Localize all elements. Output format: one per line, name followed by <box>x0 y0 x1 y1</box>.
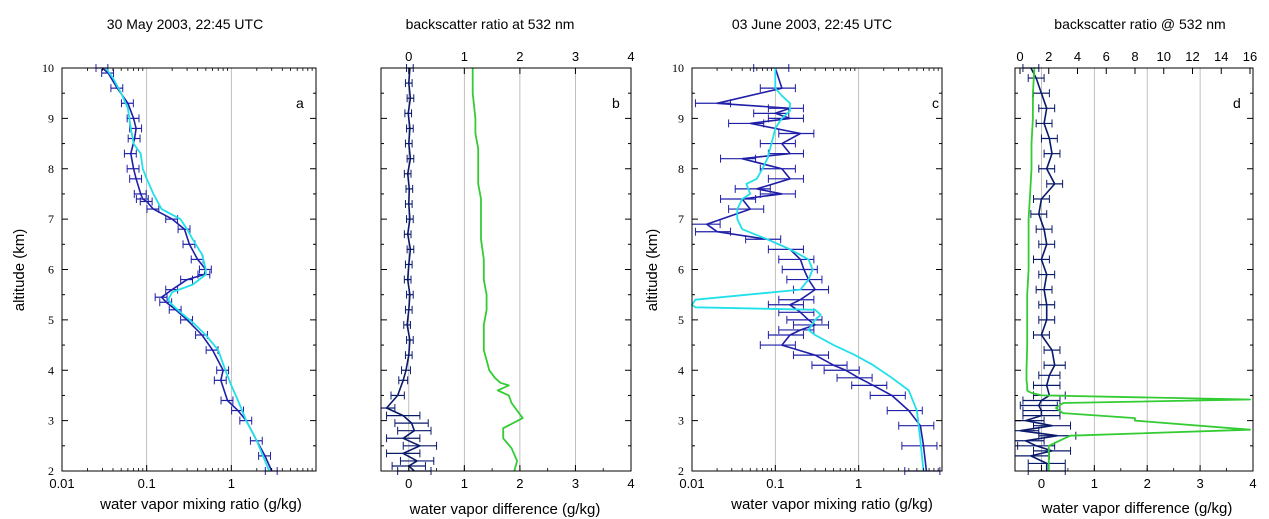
panel-b-frame <box>380 67 632 472</box>
series-line <box>705 67 928 472</box>
panel-c-xlabel: water vapor mixing ratio (g/kg) <box>730 496 933 513</box>
panel-d-letter: d <box>1233 95 1241 111</box>
panel-c-grid <box>774 68 860 471</box>
x-tick-label: 4 <box>1249 476 1256 491</box>
panel-d: backscatter ratio @ 532 nm 0 1 2 3 40 2 4 6 8 10 1… <box>1014 16 1257 517</box>
panel-a-frame <box>61 67 317 472</box>
panel-b-grid <box>408 68 576 471</box>
x-tick-label: 1 <box>461 476 468 491</box>
panel-c-ylabel: altitude (km) <box>644 229 661 312</box>
y-tick-label: 8 <box>678 162 684 176</box>
x-tick-label: 2 <box>1144 476 1151 491</box>
panel-d-grid <box>1041 68 1201 471</box>
y-tick-label: 5 <box>678 313 684 327</box>
y-tick-label: 4 <box>678 363 684 377</box>
x-tick-label: 3 <box>572 476 579 491</box>
series-line <box>385 67 421 472</box>
series-line <box>101 67 273 472</box>
x-tick-label: 0.01 <box>679 476 704 491</box>
panel-a-axes: 0.01 0.1 1 2 3 4 5 6 7 8 9 10 <box>42 61 316 491</box>
x-tick-label: 1 <box>1091 476 1098 491</box>
panel-b-axes: 0 1 2 3 4 0 1 2 3 4 <box>380 49 635 491</box>
series-line <box>691 68 925 472</box>
y-tick-label: 5 <box>48 313 54 327</box>
top-x-tick-label: 6 <box>1103 49 1110 64</box>
y-tick-label: 8 <box>48 162 54 176</box>
y-tick-label: 6 <box>678 263 684 277</box>
panel-b-title: backscatter ratio at 532 nm <box>406 16 575 32</box>
x-tick-label: 0.1 <box>138 476 156 491</box>
top-x-tick-label: 4 <box>1074 49 1081 64</box>
panel-a-grid <box>146 68 232 471</box>
top-x-tick-label: 0 <box>1016 49 1023 64</box>
x-tick-label: 2 <box>516 476 523 491</box>
y-tick-label: 10 <box>672 61 684 75</box>
y-tick-label: 2 <box>678 464 684 478</box>
top-x-tick-label: 12 <box>1185 49 1199 64</box>
top-x-tick-label: 4 <box>627 49 634 64</box>
y-tick-label: 3 <box>678 414 684 428</box>
panel-a-letter: a <box>296 95 304 111</box>
panel-b-letter: b <box>612 95 620 111</box>
panel-c-title: 03 June 2003, 22:45 UTC <box>732 16 892 32</box>
x-tick-label: 0 <box>405 476 412 491</box>
x-tick-label: 0.1 <box>766 476 784 491</box>
top-x-tick-label: 8 <box>1131 49 1138 64</box>
top-x-tick-label: 3 <box>572 49 579 64</box>
x-tick-label: 3 <box>1196 476 1203 491</box>
y-tick-label: 6 <box>48 263 54 277</box>
y-tick-label: 3 <box>48 414 54 428</box>
panel-d-series <box>1014 64 1251 475</box>
series-line <box>471 68 524 472</box>
panel-b: backscatter ratio at 532 nm 0 1 2 3 4 0 1 2 3 4 b… <box>380 16 635 518</box>
panel-d-axes: 0 1 2 3 40 2 4 6 8 10 12 14 16 <box>1014 49 1257 491</box>
y-tick-label: 7 <box>678 212 684 226</box>
series-line <box>1019 67 1059 471</box>
y-tick-label: 9 <box>678 111 684 125</box>
x-tick-label: 1 <box>228 476 235 491</box>
y-tick-label: 4 <box>48 363 54 377</box>
top-x-tick-label: 14 <box>1214 49 1228 64</box>
x-tick-label: 1 <box>855 476 862 491</box>
panel-a-title: 30 May 2003, 22:45 UTC <box>107 16 263 32</box>
top-x-tick-label: 10 <box>1157 49 1171 64</box>
panel-a-series <box>95 64 278 475</box>
panel-b-series <box>380 64 524 475</box>
panel-c-series <box>691 64 941 475</box>
panel-d-xlabel: water vapor difference (g/kg) <box>1041 500 1233 517</box>
x-tick-label: 0 <box>1038 476 1045 491</box>
top-x-tick-label: 0 <box>405 49 412 64</box>
y-tick-label: 9 <box>48 111 54 125</box>
series-line <box>105 67 271 472</box>
top-x-tick-label: 2 <box>1045 49 1052 64</box>
y-tick-label: 2 <box>48 464 54 478</box>
y-tick-label: 7 <box>48 212 54 226</box>
top-x-tick-label: 1 <box>461 49 468 64</box>
y-tick-label: 10 <box>42 61 54 75</box>
panel-c-axes: 0.01 0.1 1 2 3 4 5 6 7 8 9 10 <box>672 61 942 491</box>
panel-a-ylabel: altitude (km) <box>11 229 28 312</box>
x-tick-label: 0.01 <box>49 476 74 491</box>
panel-a: 30 May 2003, 22:45 UTC 0.01 0.1 1 2 3 4 5 6 7 8 9 1… <box>11 16 317 513</box>
top-x-tick-label: 2 <box>516 49 523 64</box>
x-tick-label: 4 <box>627 476 634 491</box>
panel-c: 03 June 2003, 22:45 UTC 0.01 0.1 1 2 3 4 5 6 7 8 9… <box>644 16 943 513</box>
panel-d-title: backscatter ratio @ 532 nm <box>1054 16 1225 32</box>
top-x-tick-label: 16 <box>1243 49 1257 64</box>
series-line <box>1025 67 1251 471</box>
panel-a-xlabel: water vapor mixing ratio (g/kg) <box>99 496 302 513</box>
panel-c-letter: c <box>932 95 939 111</box>
panel-b-xlabel: water vapor difference (g/kg) <box>409 501 601 518</box>
